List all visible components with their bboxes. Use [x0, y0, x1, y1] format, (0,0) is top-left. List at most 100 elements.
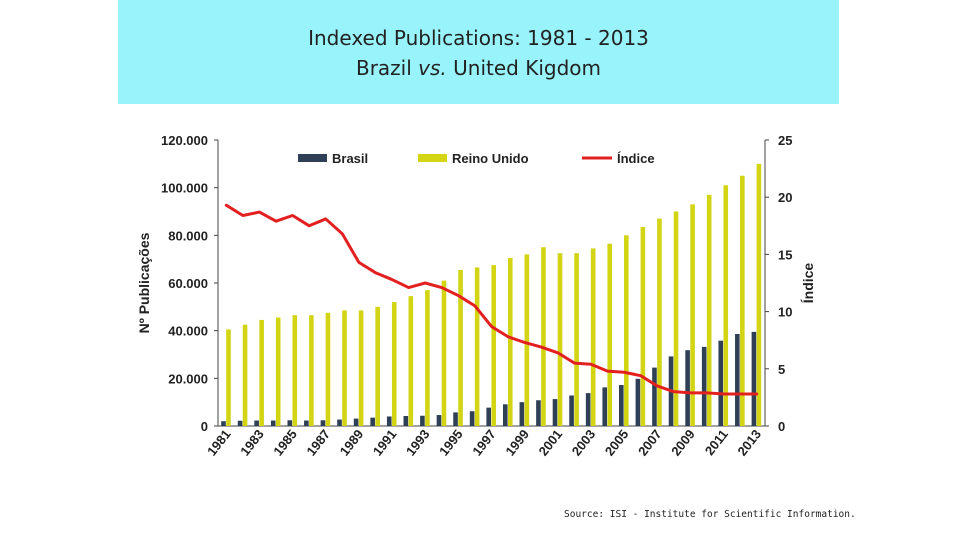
bar-brasil — [585, 393, 591, 426]
bar-reino-unido — [657, 218, 662, 426]
x-tick-label: 2013 — [734, 427, 764, 459]
bar-brasil — [304, 420, 309, 426]
legend-label-reino-unido: Reino Unido — [452, 151, 529, 166]
y2-tick-label: 20 — [778, 190, 792, 205]
x-tick-label: 2009 — [668, 427, 698, 459]
bar-reino-unido — [640, 226, 646, 426]
bar-reino-unido — [242, 324, 248, 426]
bar-brasil — [221, 421, 226, 426]
x-tick-label: 1993 — [403, 427, 433, 459]
bar-reino-unido — [292, 315, 298, 426]
bar-brasil — [552, 399, 558, 426]
bar-reino-unido — [524, 254, 530, 426]
bar-reino-unido — [574, 253, 579, 426]
bar-reino-unido — [309, 315, 314, 426]
bar-reino-unido — [325, 312, 331, 426]
bar-brasil — [652, 367, 657, 426]
y2-tick-label: 25 — [778, 133, 792, 148]
bar-brasil — [453, 412, 458, 426]
y2-tick-label: 10 — [778, 305, 792, 320]
y-tick-label: 60.000 — [168, 276, 208, 291]
y2-tick-label: 0 — [778, 419, 785, 434]
x-tick-label: 1997 — [469, 427, 499, 459]
bar-brasil — [403, 415, 409, 426]
bar-reino-unido — [590, 248, 596, 426]
legend: Brasil Reino Unido Índice — [298, 151, 655, 166]
bar-brasil — [751, 331, 757, 426]
bar-brasil — [337, 419, 342, 426]
y2-tick-label: 15 — [778, 247, 792, 262]
bar-brasil — [536, 400, 541, 426]
bar-reino-unido — [507, 257, 513, 426]
legend-label-brasil: Brasil — [332, 151, 368, 166]
y2-axis-title: Índice — [800, 263, 816, 304]
bar-reino-unido — [706, 194, 712, 426]
x-tick-label: 1989 — [337, 427, 367, 459]
line-indice — [224, 203, 759, 396]
x-tick-label: 1999 — [502, 427, 532, 459]
x-tick-label: 2003 — [569, 427, 599, 459]
bar-brasil — [270, 420, 276, 426]
bar-brasil — [486, 407, 491, 426]
bar-brasil — [353, 418, 359, 426]
x-tick-label: 2005 — [602, 427, 632, 459]
bar-brasil — [619, 385, 624, 426]
legend-label-indice: Índice — [617, 151, 655, 166]
x-tick-label: 1985 — [270, 427, 300, 459]
bar-brasil — [519, 402, 525, 426]
y-tick-label: 40.000 — [168, 324, 208, 339]
bar-brasil — [287, 420, 293, 426]
bar-reino-unido — [441, 280, 447, 426]
bar-reino-unido — [458, 269, 463, 426]
bar-reino-unido — [491, 265, 496, 427]
bar-brasil — [701, 346, 707, 426]
x-tick-label: 1981 — [204, 427, 234, 459]
bar-reino-unido — [723, 185, 729, 426]
x-tick-label: 2007 — [635, 427, 665, 459]
bar-brasil — [502, 404, 508, 426]
bar-brasil — [254, 420, 259, 426]
bar-brasil — [735, 334, 740, 426]
legend-swatch-brasil — [298, 154, 327, 162]
y-axis-title: Nº Publicações — [136, 232, 152, 333]
bar-reino-unido — [408, 296, 414, 426]
y2-tick-label: 5 — [778, 362, 785, 377]
x-tick-label: 2011 — [702, 427, 731, 458]
bar-reino-unido — [391, 302, 397, 426]
x-tick-label: 1995 — [436, 427, 466, 459]
y-tick-label: 80.000 — [168, 228, 208, 243]
subtitle-prefix: Brazil — [355, 56, 419, 80]
bar-reino-unido — [226, 329, 231, 426]
bar-brasil — [436, 415, 442, 426]
bar-reino-unido — [275, 317, 281, 426]
bar-reino-unido — [375, 306, 380, 426]
bar-reino-unido — [624, 235, 629, 426]
bar-reino-unido — [425, 290, 430, 426]
bar-brasil — [386, 416, 392, 426]
subtitle-suffix: United Kigdom — [446, 56, 601, 80]
bar-brasil — [685, 350, 690, 426]
bar-brasil — [635, 378, 641, 426]
y-tick-label: 100.000 — [161, 181, 208, 196]
bar-brasil — [420, 415, 425, 426]
bar-reino-unido — [756, 163, 762, 426]
bar-brasil — [469, 411, 475, 426]
title-banner: Indexed Publications: 1981 - 2013 Brazil… — [118, 0, 839, 104]
bar-brasil — [320, 420, 326, 426]
bar-reino-unido — [690, 204, 695, 426]
bar-reino-unido — [541, 247, 546, 426]
bar-reino-unido — [607, 243, 613, 426]
bar-reino-unido — [673, 211, 679, 426]
bar-reino-unido — [358, 310, 364, 426]
bar-reino-unido — [474, 267, 480, 426]
y-tick-label: 120.000 — [161, 133, 208, 148]
x-tick-label: 1991 — [370, 427, 400, 459]
y-tick-label: 0 — [201, 419, 208, 434]
bar-reino-unido — [259, 319, 264, 426]
chart-subtitle: Brazil vs. United Kigdom — [118, 56, 839, 80]
chart-title: Indexed Publications: 1981 - 2013 — [308, 26, 649, 50]
bar-brasil — [370, 417, 375, 426]
bar-brasil — [569, 395, 574, 426]
source-note: Source: ISI - Institute for Scientific I… — [564, 509, 856, 520]
x-tick-label: 2001 — [536, 427, 566, 459]
